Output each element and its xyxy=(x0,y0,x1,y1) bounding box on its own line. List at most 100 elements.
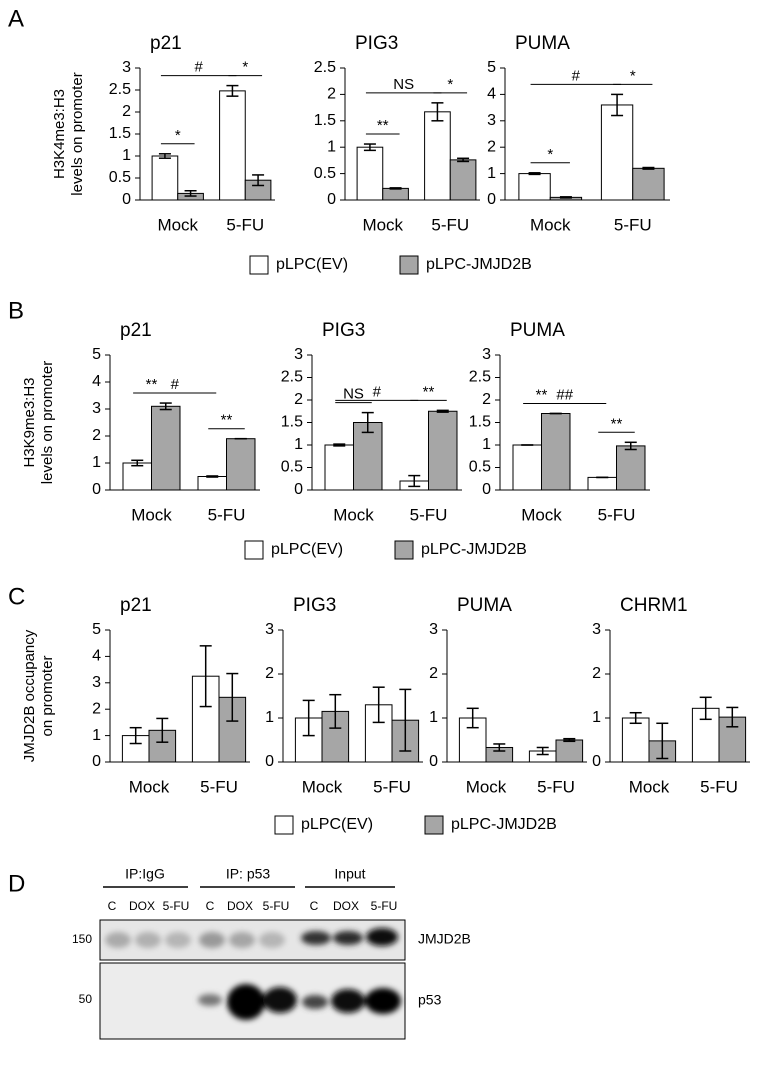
annotation: ** xyxy=(221,412,233,429)
panel-letter: A xyxy=(8,5,24,32)
x-tick-label: Mock xyxy=(530,215,571,234)
y-tick-label: 2 xyxy=(92,427,101,444)
annotation: ## xyxy=(556,386,573,403)
x-tick-label: Mock xyxy=(466,777,507,796)
y-tick-label: 1 xyxy=(487,165,496,182)
protein-label: p53 xyxy=(418,992,442,1008)
bar xyxy=(356,146,384,201)
error-bar xyxy=(699,696,712,721)
x-tick-label: 5-FU xyxy=(614,215,652,234)
y-tick-label: 0 xyxy=(294,481,303,498)
error-bar xyxy=(559,196,572,199)
bands xyxy=(198,984,401,1020)
band xyxy=(105,932,131,948)
y-tick-label: 3 xyxy=(92,400,101,417)
error-bar xyxy=(226,672,239,722)
error-bar xyxy=(206,475,219,478)
y-tick-label: 2 xyxy=(327,86,336,103)
annotation: # xyxy=(373,383,382,400)
y-tick-label: 1 xyxy=(482,436,491,453)
y-tick-label: 2 xyxy=(592,665,601,682)
chart-title: PUMA xyxy=(510,320,565,341)
bar xyxy=(428,410,458,491)
band xyxy=(198,994,222,1006)
y-axis-label: H3K9me3:H3 xyxy=(21,377,38,467)
y-tick-label: 2.5 xyxy=(469,369,491,386)
chart-title: PUMA xyxy=(457,595,512,616)
error-bar xyxy=(466,707,479,729)
legend-swatch xyxy=(274,815,294,835)
bar xyxy=(382,187,409,201)
bar xyxy=(555,739,584,763)
annotation: ** xyxy=(611,415,623,432)
lane-label: 5-FU xyxy=(371,899,398,913)
y-tick-label: 2 xyxy=(482,391,491,408)
y-tick-label: 1.5 xyxy=(314,112,336,129)
y-tick-label: 0 xyxy=(265,753,274,770)
band xyxy=(199,932,225,948)
legend-swatch xyxy=(394,540,414,560)
error-bar xyxy=(302,699,315,737)
marker-label: 50 xyxy=(79,992,93,1006)
annotation: * xyxy=(630,67,636,84)
error-bar xyxy=(536,746,549,756)
x-tick-label: Mock xyxy=(362,215,403,234)
error-bar xyxy=(493,743,506,752)
band xyxy=(333,931,363,945)
y-tick-label: 2 xyxy=(265,665,274,682)
bar xyxy=(632,167,665,201)
y-tick-label: 3 xyxy=(294,346,303,363)
annotation: ** xyxy=(536,386,548,403)
x-tick-label: 5-FU xyxy=(226,215,264,234)
group-label: Input xyxy=(334,866,365,882)
y-tick-label: 1 xyxy=(592,709,601,726)
y-tick-label: 0.5 xyxy=(109,169,131,186)
annotation: ** xyxy=(377,117,389,134)
error-bar xyxy=(436,409,449,413)
y-tick-label: 4 xyxy=(487,86,496,103)
x-tick-label: Mock xyxy=(333,505,374,524)
y-tick-label: 0 xyxy=(327,191,336,208)
y-tick-label: 0 xyxy=(92,753,101,770)
error-bar xyxy=(199,645,212,708)
error-bar xyxy=(184,190,197,197)
legend-label: pLPC(EV) xyxy=(276,256,348,273)
y-tick-label: 3 xyxy=(592,621,601,638)
bar xyxy=(621,717,650,763)
group-label: IP: p53 xyxy=(226,866,271,882)
chart-title: p21 xyxy=(150,33,182,54)
error-bar xyxy=(156,717,169,743)
lane-label: C xyxy=(310,899,319,913)
panel-letter: C xyxy=(8,583,25,610)
annotation: ** xyxy=(423,383,435,400)
y-tick-label: 1 xyxy=(327,138,336,155)
x-tick-label: 5-FU xyxy=(410,505,448,524)
annotation: * xyxy=(547,146,553,163)
x-tick-label: 5-FU xyxy=(598,505,636,524)
y-tick-label: 1 xyxy=(265,709,274,726)
error-bar xyxy=(656,722,669,760)
bands xyxy=(105,928,398,948)
band xyxy=(263,987,297,1013)
legend-swatch xyxy=(244,540,264,560)
error-bar xyxy=(457,157,470,163)
error-bar xyxy=(642,166,655,170)
band xyxy=(227,984,265,1020)
y-tick-label: 0.5 xyxy=(314,165,336,182)
y-tick-label: 2.5 xyxy=(314,59,336,76)
band xyxy=(302,995,328,1009)
legend-swatch xyxy=(399,255,419,275)
y-tick-label: 2.5 xyxy=(281,369,303,386)
error-bar xyxy=(528,172,541,176)
error-bar xyxy=(629,711,642,725)
error-bar xyxy=(363,143,376,152)
y-tick-label: 2 xyxy=(294,391,303,408)
x-tick-label: Mock xyxy=(131,505,172,524)
y-tick-label: 1.5 xyxy=(469,414,491,431)
bar xyxy=(600,104,634,201)
error-bar xyxy=(624,441,637,451)
y-tick-label: 2 xyxy=(92,700,101,717)
y-tick-label: 0 xyxy=(482,481,491,498)
annotation: * xyxy=(242,59,248,76)
